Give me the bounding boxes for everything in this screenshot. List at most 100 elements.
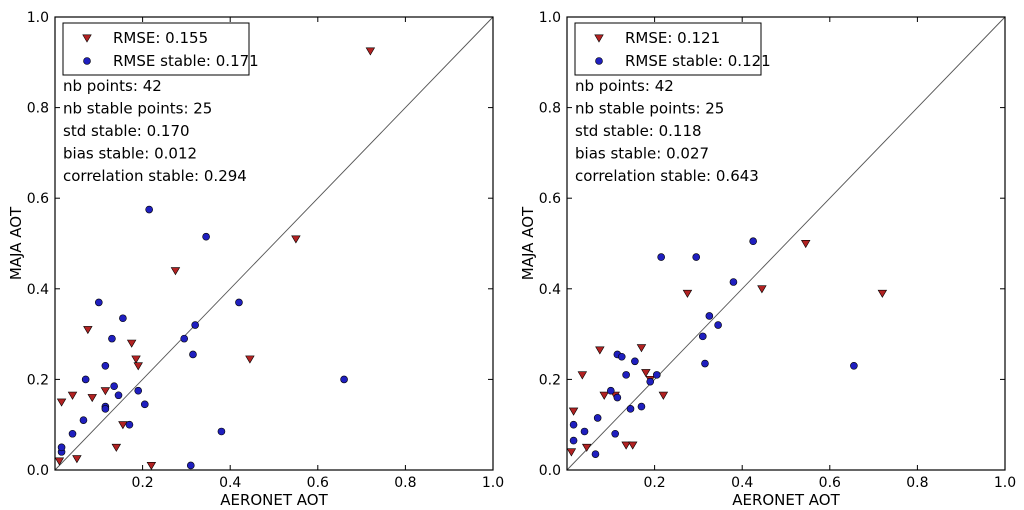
legend-label: RMSE: 0.121 — [625, 29, 720, 47]
all-point — [365, 47, 376, 56]
stable-point — [217, 427, 226, 436]
y-tick-label: 0.4 — [27, 282, 49, 298]
stable-point — [622, 371, 630, 379]
y-tick-label: 0.6 — [27, 191, 49, 207]
stable-point — [202, 232, 210, 241]
legend-label: RMSE stable: 0.121 — [625, 52, 771, 70]
all-point — [118, 421, 128, 430]
legend-marker-triangle — [594, 34, 604, 43]
stable-point — [68, 429, 77, 438]
stable-point — [580, 427, 589, 436]
all-point — [621, 441, 631, 450]
y-tick-label: 0.8 — [27, 101, 49, 117]
all-point — [87, 394, 97, 403]
x-tick-label: 0.2 — [131, 475, 153, 491]
all-point — [83, 326, 93, 335]
y-tick-label: 1.0 — [27, 10, 49, 26]
y-tick-label: 0.0 — [27, 463, 49, 479]
stat-line: bias stable: 0.027 — [575, 145, 709, 163]
all-point — [599, 391, 609, 400]
x-tick-label: 0.2 — [643, 475, 665, 491]
legend-label: RMSE stable: 0.171 — [113, 52, 259, 70]
stable-point — [626, 405, 635, 413]
x-axis-label: AERONET AOT — [220, 491, 328, 509]
stable-point — [114, 391, 123, 400]
x-tick-label: 0.6 — [307, 475, 329, 491]
stat-line: correlation stable: 0.294 — [63, 167, 247, 185]
stable-point — [101, 405, 110, 413]
y-axis-label: MAJA AOT — [519, 206, 537, 280]
legend: RMSE: 0.121 RMSE stable: 0.121 — [574, 22, 771, 76]
stable-point — [652, 371, 661, 379]
y-axis-label: MAJA AOT — [7, 206, 25, 280]
legend-box — [62, 22, 250, 76]
stable-point — [57, 443, 66, 452]
stable-point — [95, 298, 103, 307]
all-point — [131, 355, 141, 364]
stable-point — [657, 253, 665, 261]
x-tick-label: 1.0 — [482, 475, 504, 491]
y-tick-label: 0.4 — [539, 282, 561, 298]
legend: RMSE: 0.155 RMSE stable: 0.171 — [62, 22, 259, 76]
x-axis-label: AERONET AOT — [732, 491, 840, 509]
scatter-panel-1: 0.2 0.4 0.6 0.8 1.0 0.0 0.2 0.4 0.6 0.8 1.0 AERONET… — [7, 10, 504, 509]
all-point — [126, 339, 137, 348]
all-point — [877, 289, 888, 298]
all-point — [133, 362, 143, 371]
all-point — [577, 371, 588, 380]
identity-line — [566, 16, 1006, 471]
stable-point — [701, 359, 709, 368]
plot-frame — [566, 16, 1006, 471]
stat-line: bias stable: 0.012 — [63, 145, 197, 163]
legend-label: RMSE: 0.155 — [113, 29, 208, 47]
x-tick-label: 0.4 — [731, 475, 753, 491]
legend-marker-circle — [83, 57, 91, 65]
all-point — [100, 387, 111, 396]
y-tick-label: 1.0 — [539, 10, 561, 26]
stable-point — [646, 377, 655, 386]
legend-box — [574, 22, 762, 76]
stable-point — [698, 332, 707, 341]
x-tick-label: 0.6 — [819, 475, 841, 491]
all-point — [54, 457, 65, 466]
all-point — [111, 443, 122, 452]
stable-point — [108, 334, 116, 343]
stable-point — [705, 312, 714, 320]
stat-line: nb stable points: 25 — [63, 100, 212, 118]
stable-point — [110, 382, 118, 390]
stat-line: nb points: 42 — [63, 77, 162, 95]
legend-marker-circle — [595, 57, 603, 65]
stable-point — [569, 436, 578, 445]
all-point — [72, 455, 82, 464]
stable-point — [235, 298, 243, 307]
x-tick-label: 0.4 — [219, 475, 241, 491]
stable-point — [569, 420, 578, 429]
all-point — [581, 443, 592, 452]
scatter-panel-2: 0.2 0.4 0.6 0.8 1.0 0.0 0.2 0.4 0.6 0.8 1.0 AERONET… — [519, 10, 1016, 509]
all-point — [56, 398, 67, 407]
all-point — [757, 285, 767, 294]
identity-line — [54, 16, 494, 471]
stable-point — [119, 314, 127, 323]
y-tick-label: 0.6 — [539, 191, 561, 207]
stable-point — [617, 352, 626, 361]
stable-point — [850, 362, 858, 370]
stable-point — [145, 205, 153, 214]
stat-line: nb points: 42 — [575, 77, 674, 95]
all-point — [67, 391, 78, 400]
stable-point — [593, 414, 602, 422]
stable-point — [611, 429, 619, 438]
all-point — [595, 346, 605, 355]
stable-point — [180, 334, 189, 343]
stable-point — [729, 278, 738, 286]
stable-point — [191, 321, 199, 329]
stat-line: std stable: 0.118 — [575, 122, 702, 140]
stat-line: nb stable points: 25 — [575, 100, 724, 118]
stats-block: nb points: 42 nb stable points: 25 std sta… — [575, 77, 759, 185]
stable-point — [749, 237, 757, 246]
x-tick-label: 0.8 — [394, 475, 416, 491]
y-tick-label: 0.2 — [27, 372, 49, 388]
all-point — [636, 344, 647, 353]
x-tick-label: 0.8 — [906, 475, 928, 491]
